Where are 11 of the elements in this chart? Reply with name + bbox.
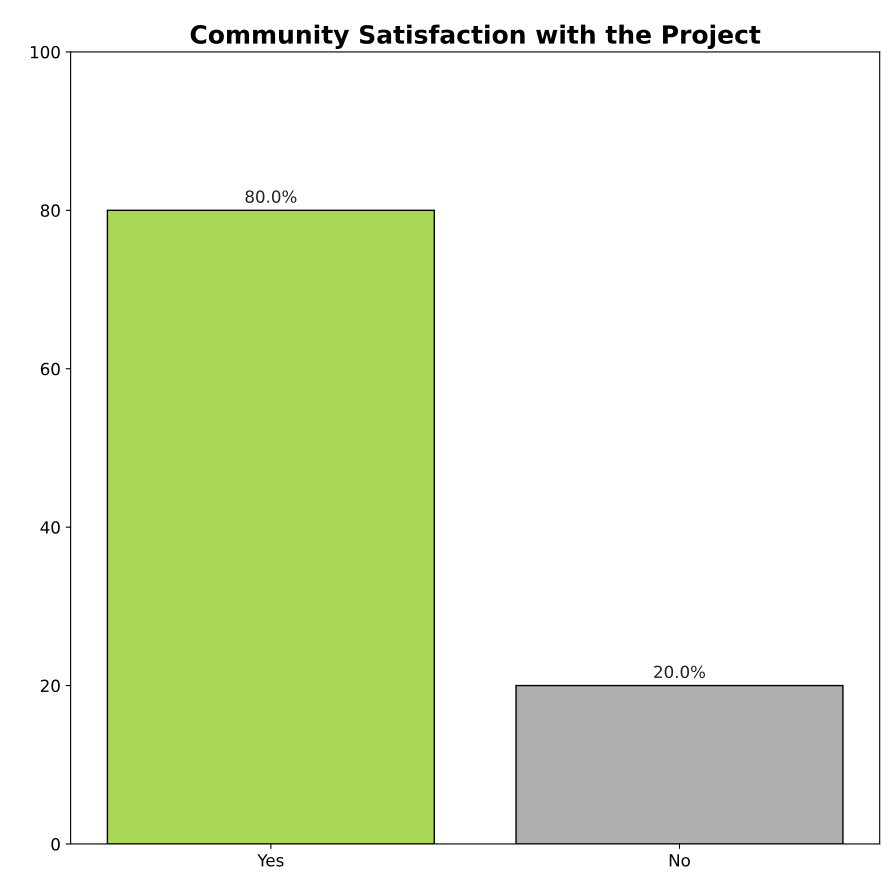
y-tick-label: 20 [40, 680, 60, 692]
y-tick-label: 100 [30, 46, 60, 58]
x-tick-label: Yes [257, 854, 284, 867]
y-tick-label: 40 [40, 521, 60, 534]
y-tick-label: 80 [40, 204, 60, 217]
data-label: 80.0% [246, 190, 296, 203]
y-tick-label: 60 [40, 362, 60, 376]
chart-title: Community Satisfaction with the Project [190, 24, 760, 49]
y-tick-label: 0 [51, 838, 60, 851]
data-label: 20.0% [654, 666, 706, 678]
x-tick-label: No [670, 854, 690, 867]
